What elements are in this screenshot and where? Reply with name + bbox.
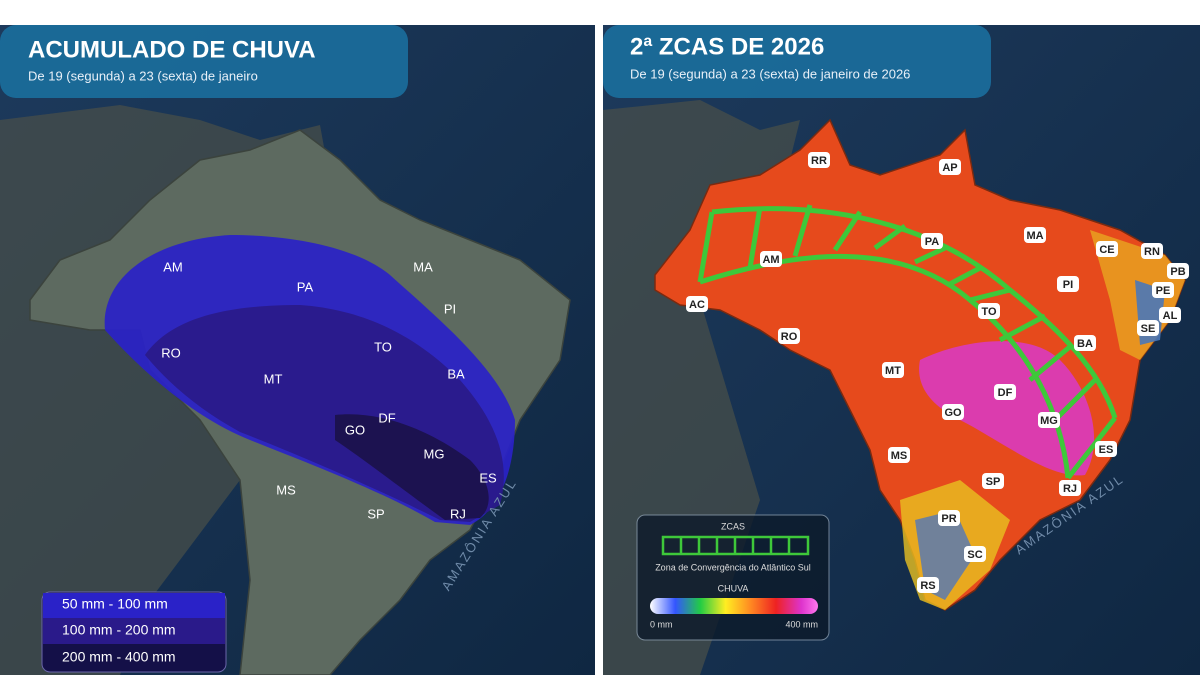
title: ACUMULADO DE CHUVA <box>28 36 316 63</box>
state-label: SP <box>986 476 1001 488</box>
state-label: RJ <box>1063 483 1077 495</box>
state-label: DF <box>378 410 395 425</box>
state-label: AP <box>942 162 957 174</box>
state-label: PR <box>941 513 956 525</box>
legend-item: 100 mm - 200 mm <box>62 622 176 638</box>
state-label: RO <box>161 345 181 360</box>
state-label: TO <box>981 306 997 318</box>
legend-max: 400 mm <box>785 619 818 629</box>
state-badge <box>978 303 1000 319</box>
state-badge <box>778 328 800 344</box>
state-badge <box>921 233 943 249</box>
state-label: MG <box>1040 415 1058 427</box>
state-label: PA <box>297 279 314 294</box>
state-badge <box>964 546 986 562</box>
state-label: PE <box>1156 285 1171 297</box>
state-badge <box>982 473 1004 489</box>
state-label: AM <box>762 254 779 266</box>
state-badge <box>1038 412 1060 428</box>
right-panel: 2ª ZCAS DE 2026 De 19 (segunda) a 23 (se… <box>603 25 1200 675</box>
state-badge <box>1024 227 1046 243</box>
state-badge <box>888 447 910 463</box>
state-badge <box>1074 335 1096 351</box>
state-label: RR <box>811 155 827 167</box>
state-badge <box>939 159 961 175</box>
state-badge <box>1096 241 1118 257</box>
state-label: GO <box>944 407 962 419</box>
state-badge <box>942 404 964 420</box>
state-label: TO <box>374 339 392 354</box>
state-label: PB <box>1170 266 1185 278</box>
state-label: AC <box>689 299 705 311</box>
state-badge <box>938 510 960 526</box>
state-label: BA <box>1077 338 1093 350</box>
state-label: SP <box>367 506 384 521</box>
state-label: GO <box>345 422 365 437</box>
state-label: AM <box>163 259 183 274</box>
subtitle: De 19 (segunda) a 23 (sexta) de janeiro … <box>630 66 910 81</box>
legend-title: CHUVA <box>718 583 749 593</box>
legend-item: 50 mm - 100 mm <box>62 596 168 612</box>
state-label: MT <box>264 371 283 386</box>
state-label: SC <box>967 549 982 561</box>
state-label: RN <box>1144 246 1160 258</box>
state-badge <box>1137 320 1159 336</box>
title: 2ª ZCAS DE 2026 <box>630 33 824 60</box>
state-label: CE <box>1099 244 1114 256</box>
state-label: PI <box>1063 279 1073 291</box>
state-badge <box>1095 441 1117 457</box>
state-label: ES <box>1099 444 1114 456</box>
state-label: AL <box>1163 310 1178 322</box>
state-label: MG <box>424 446 445 461</box>
legend-min: 0 mm <box>650 619 673 629</box>
state-badge <box>1059 480 1081 496</box>
state-label: PI <box>444 301 456 316</box>
state-label: RJ <box>450 506 466 521</box>
state-label: MS <box>891 450 908 462</box>
state-label: MA <box>413 259 433 274</box>
state-label: BA <box>447 366 465 381</box>
state-badge <box>882 362 904 378</box>
state-label: SE <box>1141 323 1156 335</box>
legend-item: 200 mm - 400 mm <box>62 649 176 665</box>
state-label: MT <box>885 365 901 377</box>
state-badge <box>1141 243 1163 259</box>
state-label: RO <box>781 331 798 343</box>
state-badge <box>808 152 830 168</box>
state-badge <box>1152 282 1174 298</box>
state-label: PA <box>925 236 940 248</box>
left-panel: ACUMULADO DE CHUVA De 19 (segunda) a 23 … <box>0 25 595 675</box>
state-badge <box>686 296 708 312</box>
legend-label: Zona de Convergência do Atlântico Sul <box>655 562 811 572</box>
state-label: RS <box>920 580 935 592</box>
state-badge <box>1057 276 1079 292</box>
state-badge <box>1167 263 1189 279</box>
legend-title: ZCAS <box>721 521 745 531</box>
state-label: MS <box>276 482 296 497</box>
state-label: DF <box>998 387 1013 399</box>
state-badge <box>917 577 939 593</box>
state-label: MA <box>1026 230 1043 242</box>
state-badge <box>994 384 1016 400</box>
state-badge <box>760 251 782 267</box>
state-badge <box>1159 307 1181 323</box>
subtitle: De 19 (segunda) a 23 (sexta) de janeiro <box>28 68 258 83</box>
state-label: ES <box>479 470 497 485</box>
